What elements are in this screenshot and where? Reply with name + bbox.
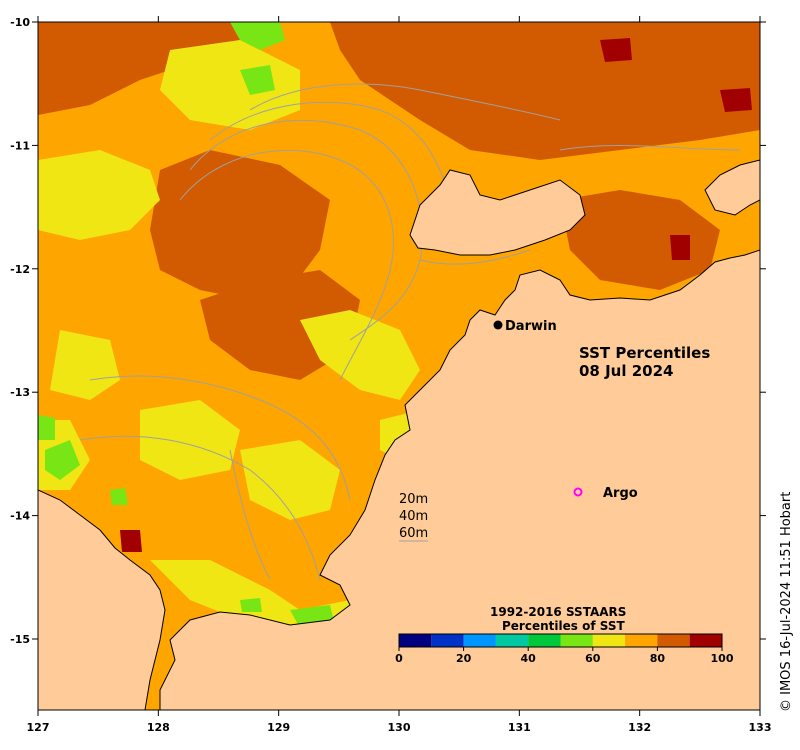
lat-tick-label: -11 bbox=[10, 139, 30, 152]
colorbar-swatch bbox=[657, 634, 690, 647]
colorbar-outline bbox=[398, 633, 723, 648]
percentile-50-60-patches bbox=[38, 22, 335, 628]
lat-tick-label: -14 bbox=[10, 510, 30, 523]
argo-marker: Argo bbox=[573, 486, 638, 501]
colorbar-swatch bbox=[495, 634, 529, 647]
map-title-line1: SST Percentiles bbox=[579, 344, 710, 362]
lat-tick-label: -10 bbox=[10, 16, 30, 29]
colorbar-swatch bbox=[399, 634, 432, 647]
colorbar-tick-label: 60 bbox=[585, 652, 601, 665]
colorbar-swatch bbox=[592, 634, 626, 647]
depth-legend-60m: 60m bbox=[399, 526, 428, 541]
lat-tick-label: -13 bbox=[10, 386, 30, 399]
colorbar-ticks: 0 20 40 60 80 100 bbox=[395, 647, 734, 665]
colorbar-tick-label: 100 bbox=[711, 652, 734, 665]
lat-tick-label: -12 bbox=[10, 263, 30, 276]
lon-tick-label: 133 bbox=[749, 721, 772, 734]
darwin-marker: Darwin bbox=[493, 319, 557, 334]
depth-contours bbox=[79, 83, 741, 581]
argo-label: Argo bbox=[603, 486, 638, 501]
percentile-90-100-patches bbox=[120, 38, 752, 552]
colorbar-swatch bbox=[463, 634, 496, 647]
land-mass bbox=[38, 159, 760, 710]
colorbar-swatches bbox=[398, 633, 723, 648]
lat-tick-label: -15 bbox=[10, 633, 30, 646]
darwin-label: Darwin bbox=[505, 319, 557, 334]
imos-credit: © IMOS 16-Jul-2024 11:51 Hobart bbox=[779, 492, 794, 712]
colorbar-title1: 1992-2016 SSTAARS bbox=[490, 605, 626, 619]
colorbar-swatch bbox=[625, 634, 658, 647]
percentile-80-90-patches bbox=[38, 22, 760, 380]
argo-circle bbox=[573, 487, 583, 497]
colorbar-swatch bbox=[528, 634, 561, 647]
depth-legend-40m: 40m bbox=[399, 509, 428, 524]
lon-tick-label: 131 bbox=[508, 721, 531, 734]
lon-tick-label: 130 bbox=[388, 721, 411, 734]
colorbar-tick-label: 80 bbox=[650, 652, 666, 665]
lon-tick-label: 132 bbox=[628, 721, 651, 734]
longitude-axis: 127 128 129 130 131 132 133 bbox=[27, 16, 772, 734]
colorbar-swatch bbox=[689, 634, 722, 647]
colorbar-title2: Percentiles of SST bbox=[502, 619, 625, 633]
darwin-dot bbox=[493, 320, 503, 330]
lon-tick-label: 127 bbox=[27, 721, 50, 734]
colorbar-swatch bbox=[431, 634, 464, 647]
depth-legend: 20m 40m 60m bbox=[399, 492, 428, 542]
colorbar-tick-label: 20 bbox=[456, 652, 472, 665]
colorbar-tick-label: 0 bbox=[395, 652, 403, 665]
colorbar: 1992-2016 SSTAARS Percentiles of SST 0 20… bbox=[395, 605, 734, 665]
lon-tick-label: 129 bbox=[267, 721, 290, 734]
lon-tick-label: 128 bbox=[147, 721, 170, 734]
depth-legend-20m: 20m bbox=[399, 492, 428, 507]
colorbar-swatch bbox=[560, 634, 593, 647]
map-plot-area bbox=[38, 22, 760, 710]
map-title-line2: 08 Jul 2024 bbox=[579, 362, 673, 380]
latitude-axis: -10 -11 -12 -13 -14 -15 bbox=[10, 16, 766, 646]
colorbar-tick-label: 40 bbox=[521, 652, 537, 665]
